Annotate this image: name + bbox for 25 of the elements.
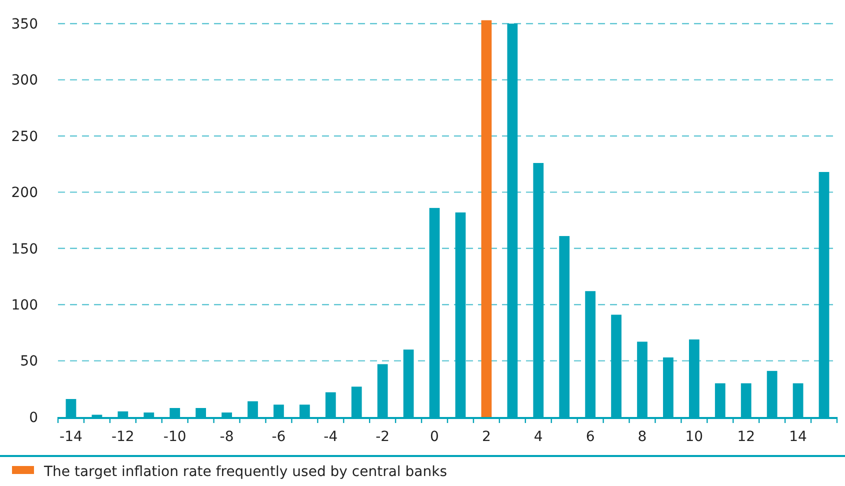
x-tick-label: -14 [60, 429, 83, 445]
x-tick-label: 2 [482, 429, 491, 445]
y-tick-label: 50 [20, 354, 38, 370]
x-tick-label: 6 [586, 429, 595, 445]
x-tick-label: -2 [376, 429, 390, 445]
y-tick-label: 200 [11, 185, 38, 202]
x-tick-label: -4 [324, 429, 338, 445]
x-tick-label: 10 [685, 429, 704, 445]
y-tick-label: 250 [11, 128, 38, 145]
y-tick-label: 150 [11, 241, 38, 258]
x-tick-label: 4 [534, 429, 543, 445]
y-tick-label: 0 [29, 410, 38, 426]
y-tick-label: 350 [11, 16, 38, 33]
x-tick-label: -8 [220, 429, 234, 445]
x-tick-label: -12 [111, 429, 134, 445]
bar [481, 20, 492, 417]
x-tick-label: 0 [430, 429, 439, 445]
x-tick-label: 12 [737, 429, 756, 445]
x-tick-label: -10 [163, 429, 186, 445]
y-tick-label: 300 [11, 72, 38, 89]
x-tick-label: -6 [272, 429, 286, 445]
x-tick-label: 8 [638, 429, 647, 445]
legend-label: The target inflation rate frequently used by central banks [43, 464, 447, 480]
x-tick-label: 14 [789, 429, 808, 445]
y-tick-label: 100 [11, 298, 38, 314]
